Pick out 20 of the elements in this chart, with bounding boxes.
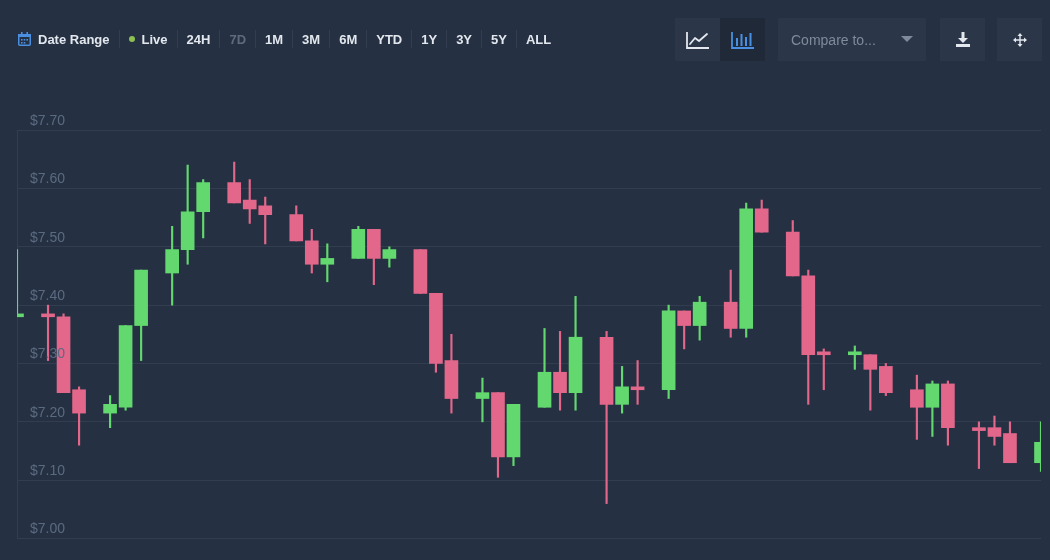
time-range-label: 1Y (421, 31, 438, 47)
date-range-label: Date Range (38, 31, 110, 47)
time-range-label: ALL (525, 31, 552, 47)
y-tick-label: $7.00 (30, 520, 66, 537)
time-range-label: YTD (376, 31, 403, 47)
time-range-label: 3M (302, 31, 321, 47)
y-tick-label: $7.60 (30, 170, 66, 187)
y-tick-label: $7.50 (30, 228, 66, 245)
y-tick-label: $7.70 (30, 111, 66, 128)
dropdown: Compare to... (778, 18, 926, 61)
y-tick-label: $7.20 (30, 403, 66, 420)
time-range-label: 5Y (491, 31, 507, 47)
time-range-label: 6M (339, 31, 358, 47)
y-tick-label: $7.10 (30, 462, 66, 479)
live-label: Live (141, 31, 168, 47)
y-tick-label: $7.40 (30, 286, 66, 303)
time-range-label: 7D (229, 31, 247, 47)
time-range-label: 1M (265, 31, 284, 47)
time-range-label: 3Y (456, 31, 473, 47)
time-range-label: 24H (186, 31, 211, 47)
